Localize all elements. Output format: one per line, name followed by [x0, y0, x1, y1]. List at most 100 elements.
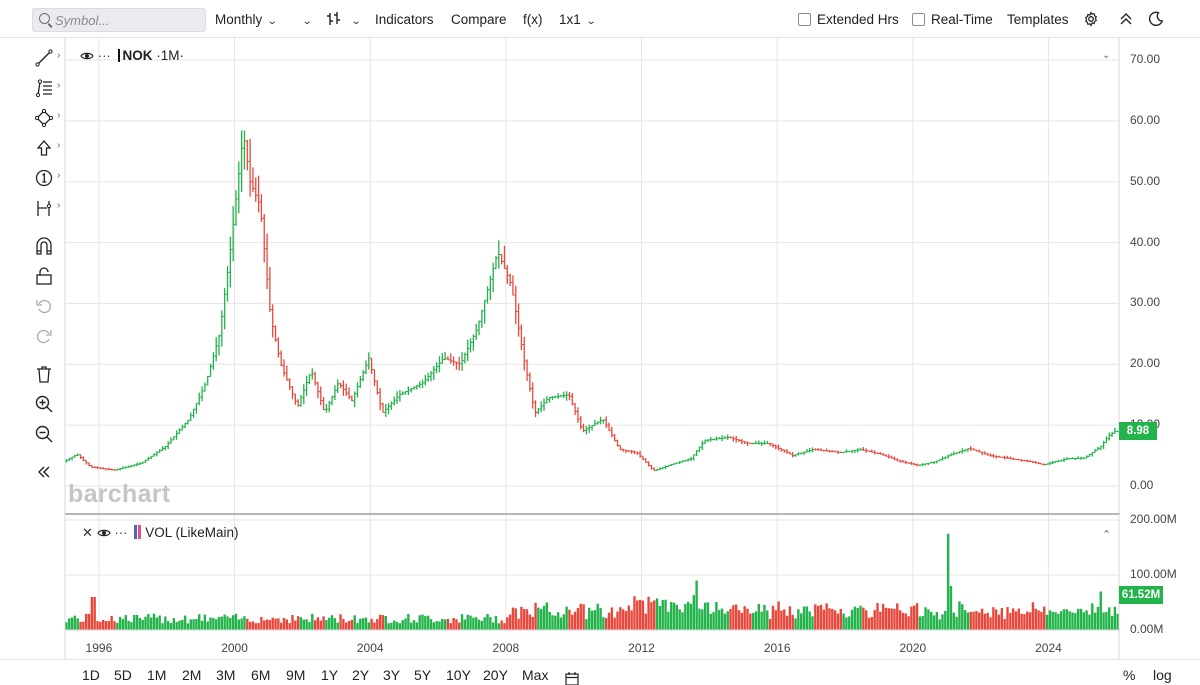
range-3m[interactable]: 3M [216, 667, 236, 683]
volume-bar [99, 621, 102, 630]
range-5d[interactable]: 5D [114, 667, 132, 683]
volume-bar [571, 614, 574, 630]
volume-bar [149, 617, 153, 630]
percent-scale-toggle[interactable]: % [1123, 667, 1136, 683]
legend-symbol: NOK [122, 48, 153, 63]
volume-bar [788, 606, 792, 630]
volume-bar [288, 623, 291, 630]
extended-hours-checkbox[interactable] [798, 13, 811, 26]
indicators-button[interactable]: Indicators [375, 12, 434, 27]
fib-tool-button[interactable]: › [32, 76, 60, 100]
volume-bar [1116, 613, 1119, 630]
chevron-down-icon[interactable]: ⌄ [1102, 50, 1111, 61]
more-options-icon[interactable]: ··· [97, 48, 111, 63]
settings-button[interactable] [1083, 11, 1099, 29]
price-axis-label: 50.00 [1130, 173, 1161, 188]
chevron-up-icon[interactable]: ⌃ [1102, 529, 1112, 541]
range-max[interactable]: Max [522, 667, 549, 683]
undo-button[interactable] [32, 294, 56, 318]
volume-bar [774, 610, 777, 630]
bar-style-button[interactable]: ⌄ [326, 0, 361, 38]
measure-tool-button[interactable]: › [32, 196, 60, 220]
range-20y[interactable]: 20Y [483, 667, 508, 683]
volume-bar [330, 615, 334, 630]
volume-bar [308, 622, 311, 630]
volume-bar [367, 622, 371, 630]
eye-icon[interactable] [96, 528, 111, 538]
calendar-button[interactable] [565, 666, 579, 685]
volume-bar [913, 605, 916, 630]
volume-bar [209, 617, 212, 630]
volume-bar [619, 607, 622, 630]
volume-bar [621, 609, 625, 630]
redo-button[interactable] [32, 324, 56, 348]
volume-bar [508, 614, 512, 630]
range-1y[interactable]: 1Y [321, 667, 339, 683]
volume-bar [698, 608, 701, 630]
range-10y[interactable]: 10Y [446, 667, 471, 683]
symbol-search-input[interactable] [55, 9, 201, 31]
range-5y[interactable]: 5Y [414, 667, 432, 683]
volume-bar [506, 617, 509, 630]
collapse-toolbar-button[interactable] [1118, 11, 1134, 29]
volume-bar [822, 609, 826, 630]
close-icon[interactable]: ✕ [82, 525, 93, 540]
line-tool-button[interactable]: › [32, 46, 60, 70]
chart-canvas[interactable]: 1996 2000 2004 2008 2012 2016 2020 2024 [0, 38, 1200, 659]
magnet-button[interactable] [32, 234, 56, 258]
compare-button[interactable]: Compare [451, 12, 507, 27]
more-options-icon[interactable]: ··· [114, 525, 128, 540]
volume-bar [282, 617, 286, 630]
range-2y[interactable]: 2Y [352, 667, 370, 683]
zoom-out-button[interactable] [32, 422, 56, 446]
range-3y[interactable]: 3Y [383, 667, 401, 683]
interval-dropdown[interactable]: Monthly ⌄ [215, 0, 278, 38]
volume-bar [539, 609, 543, 630]
range-9m[interactable]: 9M [286, 667, 306, 683]
volume-bar [1009, 612, 1012, 630]
range-1d[interactable]: 1D [82, 667, 100, 683]
volume-bar [910, 606, 913, 630]
range-6m[interactable]: 6M [251, 667, 271, 683]
number-marker-button[interactable]: › [32, 166, 60, 190]
volume-bar [1028, 612, 1032, 630]
collapse-tools-button[interactable] [32, 460, 56, 484]
volume-bar [401, 620, 404, 630]
volume-bar [387, 623, 390, 630]
layout-dropdown[interactable]: 1x1 ⌄ [559, 0, 596, 38]
volume-bar [842, 613, 845, 630]
volume-bar [65, 622, 68, 630]
volume-bar [848, 616, 851, 630]
chart-type-menu[interactable]: ⌄ [302, 0, 313, 38]
extended-hours-toggle[interactable]: Extended Hrs [798, 0, 899, 38]
volume-bar [359, 618, 362, 630]
volume-bar [653, 600, 656, 630]
volume-bar [814, 604, 817, 630]
real-time-checkbox[interactable] [912, 13, 925, 26]
volume-bar [1110, 616, 1114, 630]
volume-bar [373, 622, 376, 630]
eye-icon[interactable] [80, 51, 94, 61]
function-button[interactable]: f(x) [523, 12, 543, 27]
range-2m[interactable]: 2M [182, 667, 202, 683]
volume-bar [669, 602, 673, 630]
range-1m[interactable]: 1M [147, 667, 167, 683]
log-scale-toggle[interactable]: log [1153, 667, 1172, 683]
volume-bar [514, 608, 517, 630]
volume-bar [316, 617, 320, 630]
volume-bar [237, 619, 241, 630]
real-time-toggle[interactable]: Real-Time [912, 0, 993, 38]
templates-button[interactable]: Templates [1007, 12, 1069, 27]
volume-bar [678, 609, 681, 630]
volume-bar [771, 605, 775, 630]
volume-bar [1037, 610, 1040, 630]
zoom-in-button[interactable] [32, 392, 56, 416]
volume-bar [599, 608, 602, 630]
dark-mode-toggle[interactable] [1148, 11, 1164, 29]
volume-axis-label: 100.00M [1130, 567, 1177, 581]
shape-tool-button[interactable]: › [32, 106, 60, 130]
lock-button[interactable] [32, 264, 56, 288]
arrow-tool-button[interactable]: › [32, 136, 60, 160]
delete-drawings-button[interactable] [32, 362, 56, 386]
symbol-search-box[interactable] [32, 8, 206, 32]
